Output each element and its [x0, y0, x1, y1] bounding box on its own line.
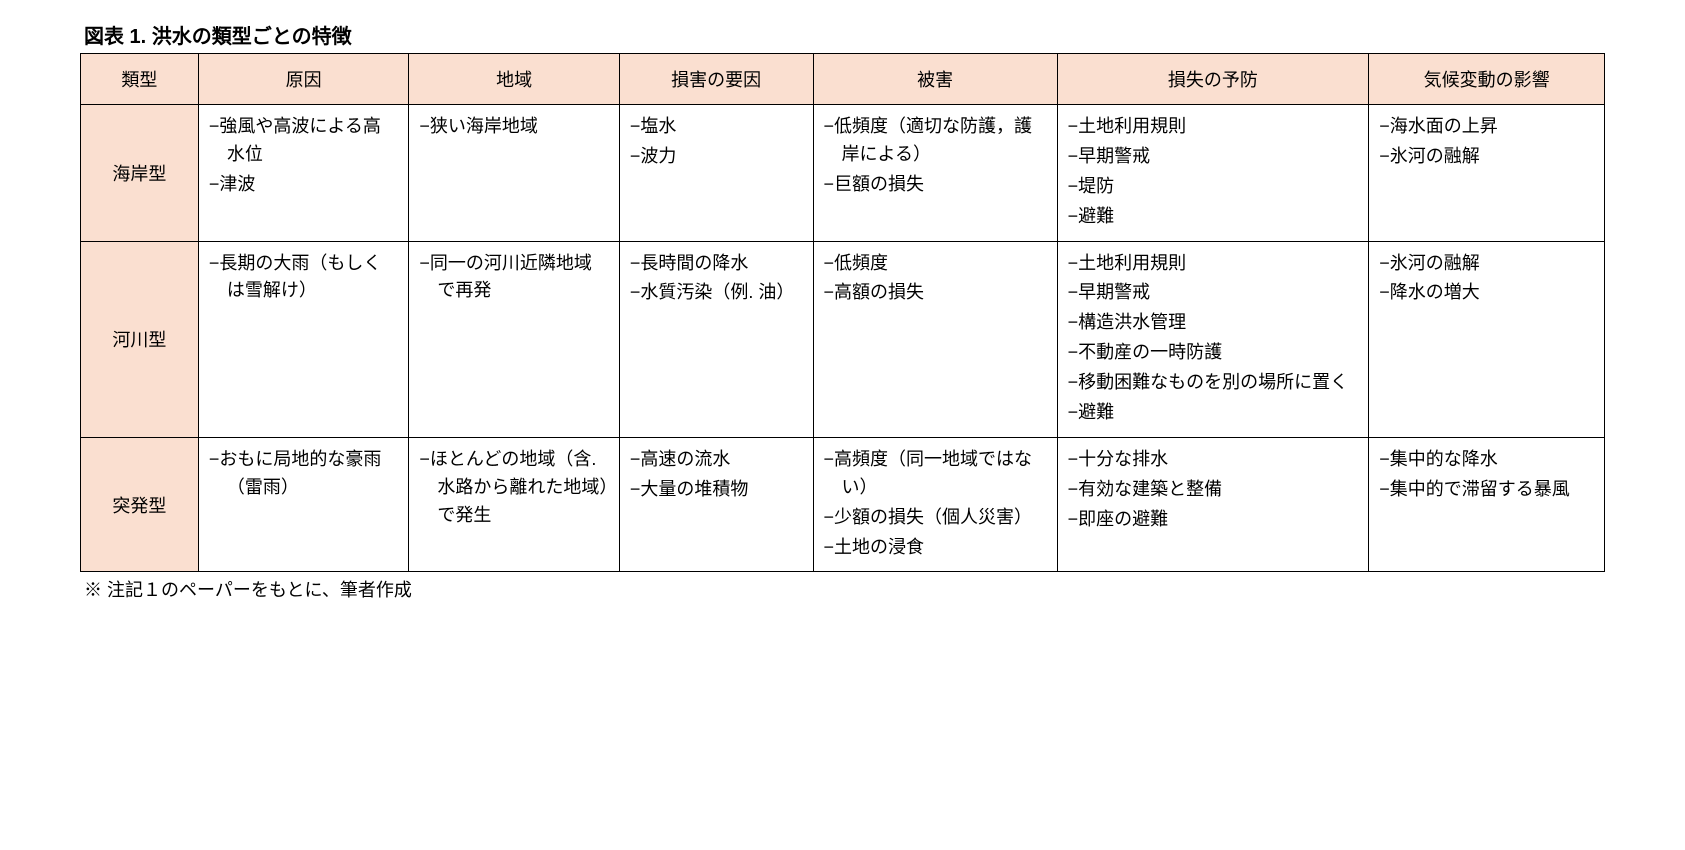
cell-list: 高速の流水大量の堆積物 — [630, 446, 803, 504]
list-item: 少額の損失（個人災害） — [824, 504, 1047, 532]
flood-types-table: 類型 原因 地域 損害の要因 被害 損失の予防 気候変動の影響 海岸型強風や高波… — [80, 53, 1605, 572]
cell-damage: 低頻度高額の損失 — [813, 241, 1057, 437]
cell-cause: おもに局地的な豪雨（雷雨） — [198, 437, 409, 572]
list-item: 高額の損失 — [824, 279, 1047, 307]
col-header-damage: 被害 — [813, 54, 1057, 105]
cell-prevent: 土地利用規則早期警戒堤防避難 — [1057, 105, 1369, 242]
list-item: 低頻度（適切な防護，護岸による） — [824, 113, 1047, 169]
list-item: 強風や高波による高水位 — [209, 113, 399, 169]
cell-damage: 低頻度（適切な防護，護岸による）巨額の損失 — [813, 105, 1057, 242]
list-item: 不動産の一時防護 — [1068, 339, 1359, 367]
col-header-factor: 損害の要因 — [619, 54, 813, 105]
col-header-climate: 気候変動の影響 — [1369, 54, 1605, 105]
cell-list: 集中的な降水集中的で滞留する暴風 — [1379, 446, 1594, 504]
cell-list: おもに局地的な豪雨（雷雨） — [209, 446, 399, 502]
cell-climate: 海水面の上昇氷河の融解 — [1369, 105, 1605, 242]
row-header-type: 河川型 — [81, 241, 199, 437]
list-item: 氷河の融解 — [1379, 143, 1594, 171]
table-body: 海岸型強風や高波による高水位津波狭い海岸地域塩水波力低頻度（適切な防護，護岸によ… — [81, 105, 1605, 572]
cell-prevent: 土地利用規則早期警戒構造洪水管理不動産の一時防護移動困難なものを別の場所に置く避… — [1057, 241, 1369, 437]
cell-climate: 氷河の融解降水の増大 — [1369, 241, 1605, 437]
list-item: 長期の大雨（もしくは雪解け） — [209, 250, 399, 306]
list-item: 降水の増大 — [1379, 279, 1594, 307]
list-item: 長時間の降水 — [630, 250, 803, 278]
cell-region: ほとんどの地域（含. 水路から離れた地域）で発生 — [409, 437, 620, 572]
cell-factor: 長時間の降水水質汚染（例. 油） — [619, 241, 813, 437]
col-header-prevent: 損失の予防 — [1057, 54, 1369, 105]
table-title: 図表 1. 洪水の類型ごとの特徴 — [80, 20, 1605, 49]
list-item: 構造洪水管理 — [1068, 309, 1359, 337]
list-item: 集中的で滞留する暴風 — [1379, 476, 1594, 504]
list-item: 高速の流水 — [630, 446, 803, 474]
list-item: 巨額の損失 — [824, 171, 1047, 199]
cell-list: 同一の河川近隣地域で再発 — [419, 250, 609, 306]
cell-cause: 長期の大雨（もしくは雪解け） — [198, 241, 409, 437]
list-item: 水質汚染（例. 油） — [630, 279, 803, 307]
cell-region: 同一の河川近隣地域で再発 — [409, 241, 620, 437]
list-item: 土地利用規則 — [1068, 250, 1359, 278]
list-item: 十分な排水 — [1068, 446, 1359, 474]
cell-cause: 強風や高波による高水位津波 — [198, 105, 409, 242]
list-item: 避難 — [1068, 399, 1359, 427]
cell-list: 長時間の降水水質汚染（例. 油） — [630, 250, 803, 308]
cell-prevent: 十分な排水有効な建築と整備即座の避難 — [1057, 437, 1369, 572]
cell-list: 塩水波力 — [630, 113, 803, 171]
list-item: 早期警戒 — [1068, 279, 1359, 307]
cell-list: ほとんどの地域（含. 水路から離れた地域）で発生 — [419, 446, 609, 530]
cell-factor: 高速の流水大量の堆積物 — [619, 437, 813, 572]
col-header-type: 類型 — [81, 54, 199, 105]
list-item: 即座の避難 — [1068, 506, 1359, 534]
list-item: 波力 — [630, 143, 803, 171]
cell-factor: 塩水波力 — [619, 105, 813, 242]
table-footnote: ※ 注記１のペーパーをもとに、筆者作成 — [80, 576, 1605, 602]
list-item: 早期警戒 — [1068, 143, 1359, 171]
list-item: 移動困難なものを別の場所に置く — [1068, 369, 1359, 397]
list-item: 集中的な降水 — [1379, 446, 1594, 474]
list-item: 土地の浸食 — [824, 534, 1047, 562]
row-header-type: 突発型 — [81, 437, 199, 572]
cell-list: 長期の大雨（もしくは雪解け） — [209, 250, 399, 306]
cell-list: 氷河の融解降水の増大 — [1379, 250, 1594, 308]
list-item: ほとんどの地域（含. 水路から離れた地域）で発生 — [419, 446, 609, 530]
list-item: 低頻度 — [824, 250, 1047, 278]
list-item: 塩水 — [630, 113, 803, 141]
cell-list: 低頻度（適切な防護，護岸による）巨額の損失 — [824, 113, 1047, 199]
cell-region: 狭い海岸地域 — [409, 105, 620, 242]
list-item: 同一の河川近隣地域で再発 — [419, 250, 609, 306]
cell-list: 強風や高波による高水位津波 — [209, 113, 399, 199]
list-item: 高頻度（同一地域ではない） — [824, 446, 1047, 502]
list-item: 狭い海岸地域 — [419, 113, 609, 141]
table-row: 海岸型強風や高波による高水位津波狭い海岸地域塩水波力低頻度（適切な防護，護岸によ… — [81, 105, 1605, 242]
table-row: 突発型おもに局地的な豪雨（雷雨） ほとんどの地域（含. 水路から離れた地域）で発生… — [81, 437, 1605, 572]
cell-list: 土地利用規則早期警戒構造洪水管理不動産の一時防護移動困難なものを別の場所に置く避… — [1068, 250, 1359, 427]
list-item: 氷河の融解 — [1379, 250, 1594, 278]
list-item: 避難 — [1068, 203, 1359, 231]
cell-climate: 集中的な降水集中的で滞留する暴風 — [1369, 437, 1605, 572]
list-item: 津波 — [209, 171, 399, 199]
list-item: 大量の堆積物 — [630, 476, 803, 504]
table-row: 河川型長期の大雨（もしくは雪解け） 同一の河川近隣地域で再発長時間の降水水質汚染（… — [81, 241, 1605, 437]
col-header-cause: 原因 — [198, 54, 409, 105]
list-item: 有効な建築と整備 — [1068, 476, 1359, 504]
cell-list: 土地利用規則早期警戒堤防避難 — [1068, 113, 1359, 231]
table-header-row: 類型 原因 地域 損害の要因 被害 損失の予防 気候変動の影響 — [81, 54, 1605, 105]
list-item: 海水面の上昇 — [1379, 113, 1594, 141]
row-header-type: 海岸型 — [81, 105, 199, 242]
cell-list: 十分な排水有効な建築と整備即座の避難 — [1068, 446, 1359, 534]
cell-list: 狭い海岸地域 — [419, 113, 609, 141]
cell-list: 低頻度高額の損失 — [824, 250, 1047, 308]
cell-damage: 高頻度（同一地域ではない）少額の損失（個人災害）土地の浸食 — [813, 437, 1057, 572]
col-header-region: 地域 — [409, 54, 620, 105]
list-item: おもに局地的な豪雨（雷雨） — [209, 446, 399, 502]
cell-list: 海水面の上昇氷河の融解 — [1379, 113, 1594, 171]
list-item: 堤防 — [1068, 173, 1359, 201]
cell-list: 高頻度（同一地域ではない）少額の損失（個人災害）土地の浸食 — [824, 446, 1047, 562]
list-item: 土地利用規則 — [1068, 113, 1359, 141]
